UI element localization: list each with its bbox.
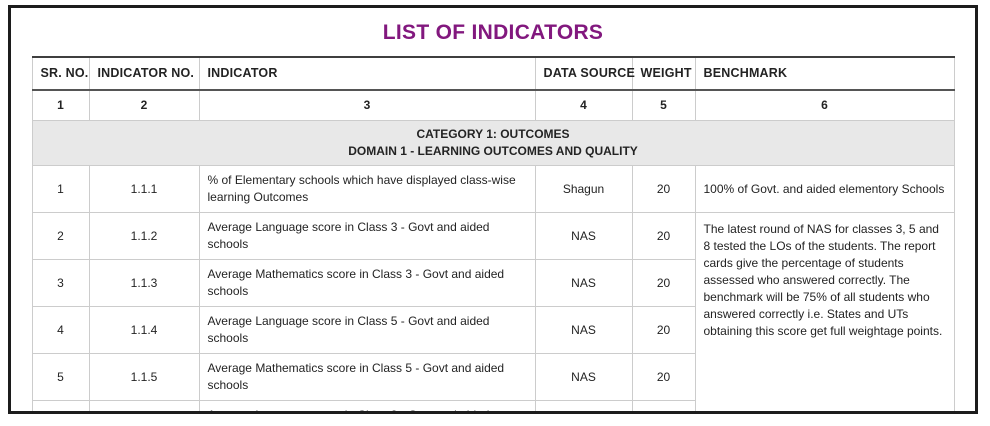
indicator-cell: Average Language score in Class 5 - Govt… xyxy=(198,306,536,354)
indicator-cell: % of Elementary schools which have displ… xyxy=(198,165,536,213)
indicator-cell: Average Language score in Class 8 - Govt… xyxy=(198,400,536,411)
sr-no-cell: 5 xyxy=(31,353,90,401)
weight-cell: 20 xyxy=(631,259,696,307)
indicator-row: 1 1.1.1% of Elementary schools which have… xyxy=(31,165,955,213)
indicator-row: 3 1.1.3 Average Mathematics score in Class… xyxy=(31,259,954,307)
header-weight: WEIGHT xyxy=(631,56,696,91)
sr-no-cell: 3 xyxy=(31,259,90,307)
indicator-no-cell: 1.1.3 xyxy=(88,259,200,307)
column-number: 1 xyxy=(31,89,90,121)
column-number: 2 xyxy=(88,89,200,121)
header-row: SR. NO. INDICATOR NO. INDICATOR DATA SOU… xyxy=(31,56,955,91)
domain-title: DOMAIN 1 - LEARNING OUTCOMES AND QUALITY xyxy=(348,144,638,158)
header-sr-no: SR. NO. xyxy=(31,56,90,91)
sr-no-cell: 6 xyxy=(31,400,90,411)
indicator-no-cell: 1.1.2 xyxy=(88,212,200,260)
weight-cell: 20 xyxy=(631,400,696,411)
header-indicator-no: INDICATOR NO. xyxy=(88,56,200,91)
indicator-no-cell: 1.1.4 xyxy=(88,306,200,354)
column-number: 4 xyxy=(534,89,633,121)
indicator-no-cell: 1.1.5 xyxy=(88,353,200,401)
benchmark-cell: The latest round of NAS for classes 3, 5… xyxy=(694,212,955,411)
category-title: CATEGORY 1: OUTCOMES xyxy=(416,127,570,141)
indicator-row: 5 1.1.5 Average Mathematics score in Class… xyxy=(31,353,954,401)
indicators-table: SR. NO. INDICATOR NO. INDICATOR DATA SOU… xyxy=(31,56,955,411)
indicator-cell: Average Mathematics score in Class 5 - G… xyxy=(198,353,536,401)
data-source-cell: NAS xyxy=(534,400,633,411)
sr-no-cell: 4 xyxy=(31,306,90,354)
sr-no-cell: 1 xyxy=(31,165,90,213)
header-indicator: INDICATOR xyxy=(198,56,536,91)
indicator-row: 61.1.6Average Language score in Class 8 … xyxy=(31,400,954,411)
column-number: 5 xyxy=(631,89,696,121)
data-source-cell: NAS xyxy=(534,353,633,401)
indicator-cell: Average Language score in Class 3 - Govt… xyxy=(198,212,536,260)
indicator-rows: CATEGORY 1: OUTCOMES DOMAIN 1 - LEARNING… xyxy=(31,120,955,411)
header-data-source: DATA SOURCE xyxy=(534,56,635,91)
weight-cell: 20 xyxy=(631,212,696,260)
indicator-row: 2 1.1.2 Average Language score in Class 3 … xyxy=(31,212,955,411)
column-number: 6 xyxy=(694,89,955,121)
data-source-cell: NAS xyxy=(534,259,633,307)
weight-cell: 20 xyxy=(631,353,696,401)
category-row: CATEGORY 1: OUTCOMES DOMAIN 1 - LEARNING… xyxy=(31,120,955,166)
column-number: 3 xyxy=(198,89,536,121)
indicator-no-cell: 1.1.6 xyxy=(88,400,200,411)
indicator-row: 4 1.1.4 Average Language score in Class 5 … xyxy=(31,306,954,354)
data-source-cell: NAS xyxy=(534,212,633,260)
sr-no-cell: 2 xyxy=(31,212,90,260)
category-cell: CATEGORY 1: OUTCOMES DOMAIN 1 - LEARNING… xyxy=(31,120,955,166)
weight-cell: 20 xyxy=(631,306,696,354)
header-benchmark: BENCHMARK xyxy=(694,56,955,91)
data-source-cell: NAS xyxy=(534,306,633,354)
benchmark-cell: 100% of Govt. and aided elementory Schoo… xyxy=(694,165,955,213)
page-title: LIST OF INDICATORS xyxy=(382,21,604,44)
document-frame: LIST OF INDICATORS SR. NO. INDICATOR NO.… xyxy=(8,5,978,414)
indicator-no-cell: 1.1.1 xyxy=(88,165,200,213)
data-source-cell: Shagun xyxy=(534,165,633,213)
indicator-cell: Average Mathematics score in Class 3 - G… xyxy=(198,259,536,307)
weight-cell: 20 xyxy=(631,165,696,213)
column-number-row: 1 2 3 4 5 6 xyxy=(31,89,955,121)
